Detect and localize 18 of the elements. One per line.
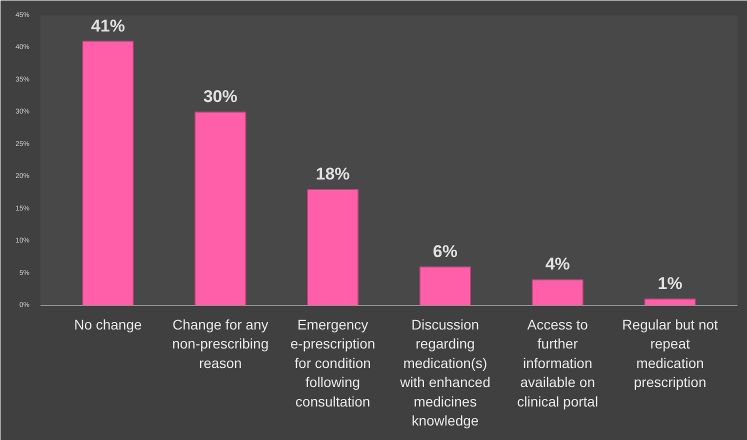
data-label: 4% [545, 254, 570, 274]
x-tick-label: No change [74, 316, 142, 332]
data-label: 6% [432, 242, 458, 261]
bar [194, 112, 246, 306]
data-label: 41% [90, 16, 125, 36]
bar [82, 40, 134, 306]
x-tick-label: Emergency e-prescription for condition following consultation [290, 316, 376, 410]
x-tick-label: Access to further information available on clinical portal [517, 316, 598, 410]
data-label: 1% [658, 274, 682, 294]
data-label: 30% [203, 87, 238, 106]
bar [419, 266, 472, 306]
bar [644, 298, 696, 306]
bar [532, 279, 584, 306]
x-tick-label: Discussion regarding medication(s) with enhanced medicines knowledge [399, 316, 490, 428]
bar [306, 189, 359, 306]
data-label: 18% [316, 164, 350, 184]
x-tick-label: Regular but not repeat medication prescription [622, 316, 718, 390]
x-tick-label: Change for any non-prescribing reason [172, 316, 269, 371]
